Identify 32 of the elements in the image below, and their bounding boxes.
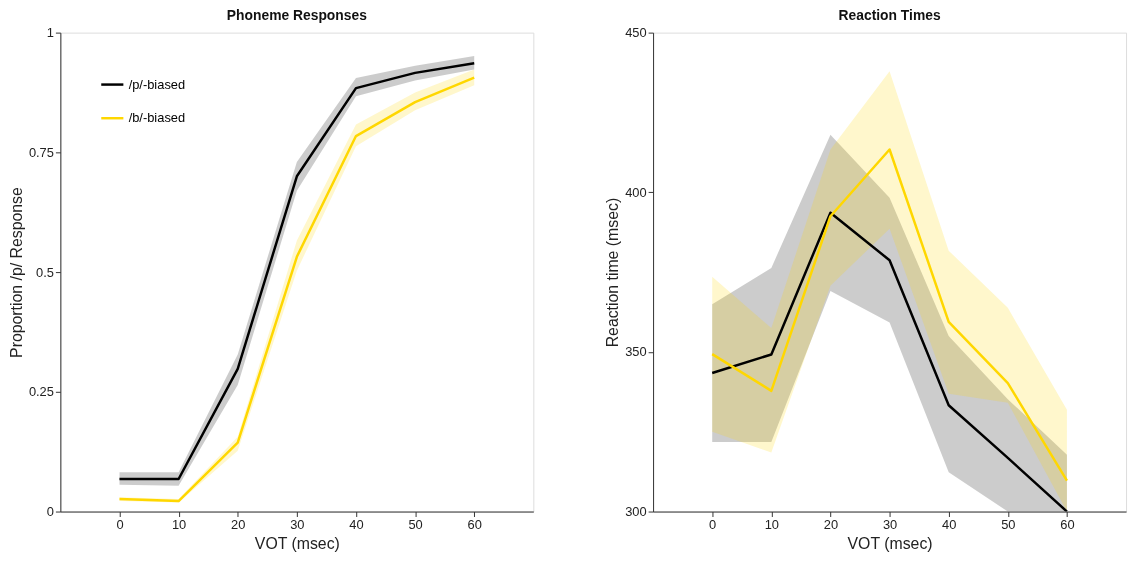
x-tick-label: 10 [764,516,779,532]
x-tick-label: 40 [349,516,364,532]
x-tick-label: 20 [231,516,246,532]
y-tick-label: 350 [625,344,647,360]
line-series [710,211,1069,512]
y-tick-label: 0 [46,504,54,519]
x-tick-label: 10 [171,516,187,532]
x-axis-title: VOT (msec) [254,534,340,552]
x-tick-label: 0 [709,516,717,532]
y-tick-label: 300 [625,504,647,519]
x-tick-label: 0 [116,516,124,532]
y-tick-label: 400 [625,184,647,200]
chart-title: Reaction Times [838,6,941,23]
y-tick-label: 0.5 [36,264,54,280]
x-tick-label: 50 [1001,516,1016,532]
chart-title: Phoneme Responses [226,6,368,23]
x-tick-label: 30 [290,516,305,532]
legend-label: /b/-biased [128,110,186,126]
x-tick-label: 60 [1060,516,1075,532]
y-tick-label: 1 [46,25,54,41]
y-axis-title: Proportion /p/ Response [7,187,25,358]
x-tick-label: 40 [942,516,957,532]
x-axis-title: VOT (msec) [847,534,933,552]
legend-label: /p/-biased [128,76,186,92]
x-tick-label: 50 [408,516,423,532]
y-axis-title: Reaction time (msec) [604,197,622,348]
x-tick-label: 60 [467,516,482,532]
y-tick-label: 450 [625,25,647,41]
y-tick-label: 0.25 [28,384,54,400]
x-tick-label: 30 [882,516,898,532]
y-tick-label: 0.75 [28,144,54,160]
x-tick-label: 20 [823,516,839,532]
